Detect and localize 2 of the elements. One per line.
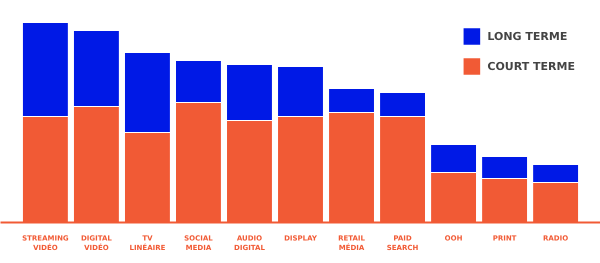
legend-label: COURT TERME: [487, 60, 575, 72]
legend-label: LONG TERME: [487, 30, 568, 42]
